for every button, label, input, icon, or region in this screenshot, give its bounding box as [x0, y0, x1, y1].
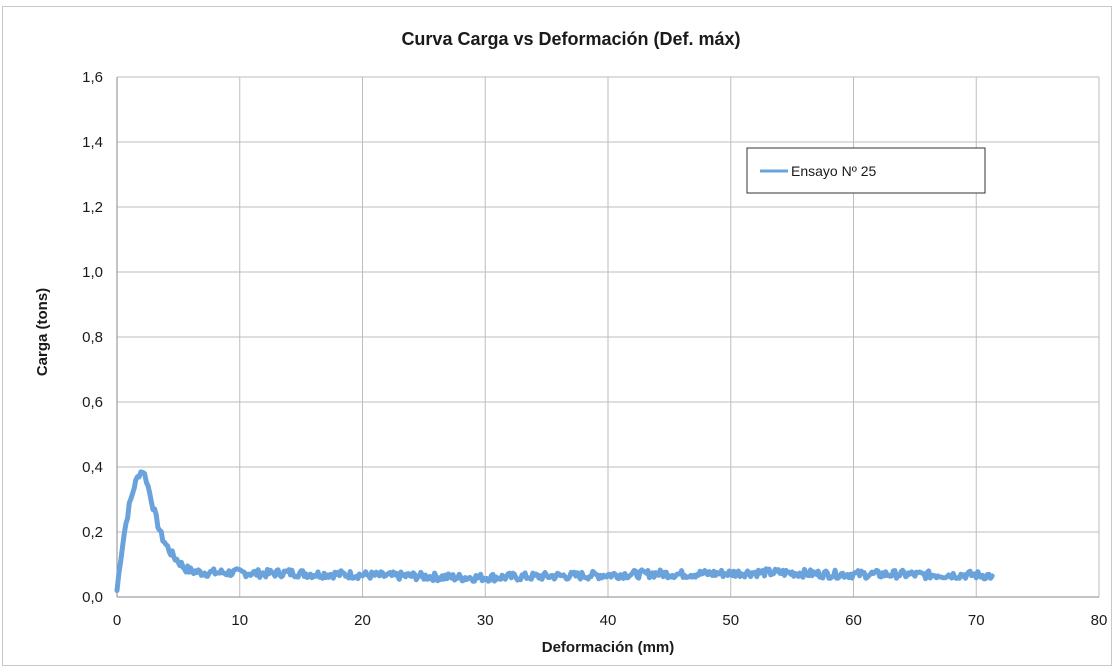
- y-tick-label: 0,0: [82, 589, 103, 606]
- y-tick-label: 1,0: [82, 264, 103, 281]
- x-tick-label: 80: [1091, 612, 1108, 629]
- y-tick-label: 1,4: [82, 134, 103, 151]
- y-tick-label: 0,6: [82, 394, 103, 411]
- x-tick-label: 60: [845, 612, 862, 629]
- legend-label: Ensayo Nº 25: [791, 163, 876, 179]
- series-layer: [114, 469, 995, 594]
- x-tick-label: 40: [600, 612, 617, 629]
- chart-svg: Curva Carga vs Deformación (Def. máx) 0 1…: [34, 29, 1107, 656]
- x-axis-label: Deformación (mm): [542, 639, 675, 656]
- chart-frame: Curva Carga vs Deformación (Def. máx) 0 1…: [2, 6, 1112, 666]
- y-tick-label: 1,6: [82, 69, 103, 86]
- x-tick-label: 70: [968, 612, 985, 629]
- x-tick-label: 20: [354, 612, 371, 629]
- x-tick-label: 10: [231, 612, 248, 629]
- y-tick-label: 0,2: [82, 524, 103, 541]
- chart-title: Curva Carga vs Deformación (Def. máx): [401, 29, 740, 49]
- y-tick-label: 1,2: [82, 199, 103, 216]
- y-tick-label: 0,8: [82, 329, 103, 346]
- series-line-0: [114, 469, 995, 594]
- x-tick-label: 0: [113, 612, 121, 629]
- x-tick-label: 50: [722, 612, 739, 629]
- y-axis-label: Carga (tons): [34, 288, 51, 376]
- y-tick-label: 0,4: [82, 459, 103, 476]
- grid: [116, 76, 1100, 598]
- legend: Ensayo Nº 25: [746, 147, 986, 194]
- axes: 0 10 20 30 40 50 60 70 80 0,0 0,2 0,4 0,6 0,8 1,0 1,2 1,…: [82, 69, 1107, 629]
- x-tick-label: 30: [477, 612, 494, 629]
